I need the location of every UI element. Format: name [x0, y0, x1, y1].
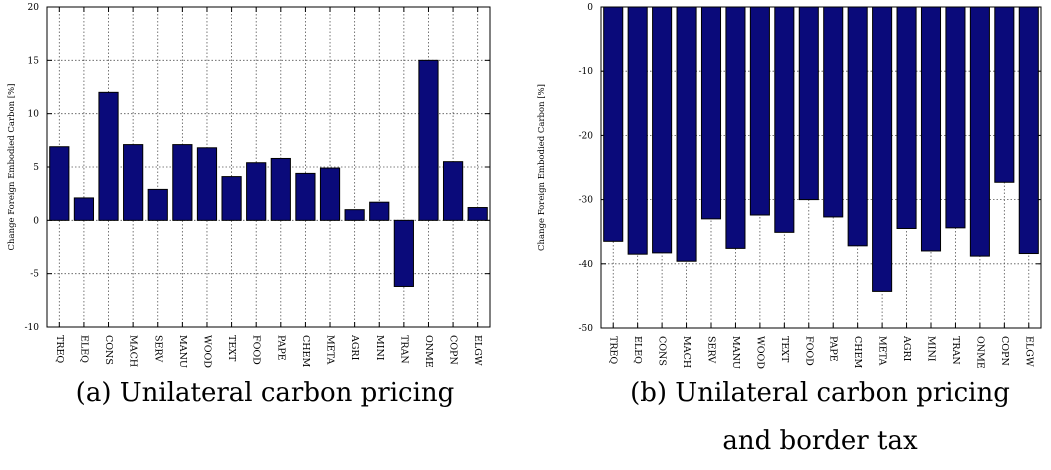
- y-tick-label: -50: [579, 324, 594, 334]
- bar-mach: [676, 6, 697, 262]
- x-tick-label: MACH: [128, 335, 139, 367]
- y-tick-label: 15: [28, 56, 40, 66]
- x-tick-label: ELEQ: [78, 335, 89, 363]
- chart-b: -50 -40 -30 -20 -10 0 TREQ ELEQ CONS MACH SERV MANU…: [537, 3, 1042, 369]
- x-tick-label: META: [877, 336, 888, 365]
- bar-eleq: [73, 197, 95, 221]
- x-tick-label: ELGW: [1023, 336, 1034, 367]
- caption-a-line-1: (a) Unilateral carbon pricing: [75, 378, 455, 408]
- bar-pape: [270, 157, 291, 221]
- x-tick-label: SERV: [706, 336, 717, 363]
- bar-cons: [98, 91, 119, 221]
- x-tick-label: MACH: [681, 336, 692, 368]
- bar-onme: [418, 59, 439, 221]
- y-tick-label: -30: [579, 196, 594, 206]
- x-tick-label: TRAN: [950, 336, 961, 365]
- x-tick-label: MINI: [926, 336, 937, 362]
- x-tick-label: ONME: [974, 336, 985, 369]
- bar-treq: [49, 146, 70, 221]
- plot-frame: [600, 6, 1042, 329]
- y-tick-label: -10: [25, 323, 40, 333]
- y-tick-label: 0: [33, 216, 39, 226]
- bar-copn: [994, 6, 1015, 183]
- y-tick-label: -10: [579, 67, 594, 77]
- y-axis-label: Change Foreign Embodied Carbon [%]: [7, 84, 17, 251]
- y-tick-label: -5: [30, 270, 39, 280]
- y-tick-label: 5: [33, 163, 39, 173]
- x-tick-label: WOOD: [201, 335, 212, 368]
- caption-b-line-1: (b) Unilateral carbon pricing: [630, 378, 1010, 408]
- bar-mach: [123, 144, 144, 221]
- x-tick-label: COPN: [999, 336, 1010, 366]
- bar-food: [246, 162, 267, 221]
- bar-tran: [393, 219, 414, 287]
- x-tick-label: ELEQ: [632, 336, 643, 364]
- bar-tran: [945, 6, 966, 229]
- bar-food: [798, 6, 819, 201]
- x-tick-label: MANU: [177, 335, 188, 368]
- x-tick-label: SERV: [152, 335, 163, 362]
- bar-text: [774, 6, 795, 233]
- x-tick-label: FOOD: [251, 335, 262, 365]
- x-tick-label: WOOD: [754, 336, 765, 369]
- y-tick-label: 10: [28, 110, 40, 120]
- x-tick-label: FOOD: [803, 336, 814, 366]
- x-tick-label: TRAN: [398, 335, 409, 364]
- caption-b: (b) Unilateral carbon pricing and border…: [590, 380, 1050, 454]
- bar-onme: [969, 6, 990, 257]
- x-tick-label: META: [325, 335, 336, 364]
- bar-serv: [147, 188, 168, 221]
- bar-manu: [172, 144, 193, 221]
- x-tick-label: TREQ: [54, 335, 65, 363]
- caption-a: (a) Unilateral carbon pricing: [30, 380, 500, 406]
- y-axis-label: Change Foreign Embodied Carbon [%]: [537, 84, 547, 251]
- x-tick-label: ONME: [423, 335, 434, 368]
- bar-pape: [823, 6, 844, 218]
- bar-meta: [319, 167, 341, 221]
- x-tick-label: CHEM: [300, 335, 311, 367]
- y-tick-label: 0: [587, 3, 593, 13]
- bar-elgw: [467, 207, 488, 221]
- x-tick-label: TREQ: [608, 336, 619, 364]
- bar-copn: [442, 161, 464, 221]
- bar-text: [221, 176, 242, 221]
- x-tick-label: TEXT: [779, 336, 790, 363]
- panel-a: -10 -5 0 5 10 15 20 TREQ ELEQ CONS MACH SERV MANU WOO…: [0, 0, 520, 372]
- x-tick-label: COPN: [448, 335, 459, 365]
- x-tick-label: CONS: [657, 336, 668, 366]
- x-tick-label: ELGW: [472, 335, 483, 366]
- bar-wood: [749, 6, 770, 216]
- bar-serv: [700, 6, 722, 220]
- bar-chem: [847, 6, 868, 247]
- bar-eleq: [627, 6, 648, 255]
- chart-a: -10 -5 0 5 10 15 20 TREQ ELEQ CONS MACH SERV MANU WOO…: [7, 3, 491, 368]
- y-tick-label: -40: [579, 260, 594, 270]
- x-tick-label: MINI: [374, 335, 385, 361]
- bar-mini: [369, 201, 390, 221]
- x-tick-label: MANU: [730, 336, 741, 369]
- x-tick-label: CHEM: [852, 336, 863, 368]
- x-tick-label: AGRI: [349, 334, 360, 361]
- bar-agri: [896, 6, 917, 229]
- x-tick-label: PAPE: [828, 336, 839, 362]
- bar-cons: [652, 6, 673, 254]
- bar-mini: [920, 6, 942, 252]
- caption-b-line-2: and border tax: [722, 426, 918, 456]
- x-tick-label: TEXT: [226, 335, 237, 362]
- bar-treq: [603, 6, 624, 242]
- x-tick-label: PAPE: [275, 335, 286, 361]
- bar-manu: [725, 6, 746, 249]
- panel-b: -50 -40 -30 -20 -10 0 TREQ ELEQ CONS MACH SERV MANU…: [530, 0, 1051, 372]
- bar-elgw: [1018, 6, 1039, 255]
- x-tick-label: AGRI: [901, 335, 912, 362]
- bar-chem: [295, 172, 316, 221]
- x-tick-label: CONS: [103, 335, 114, 365]
- y-tick-label: 20: [28, 3, 40, 13]
- bar-meta: [872, 6, 893, 292]
- bar-wood: [196, 147, 218, 221]
- plot-frame: [46, 6, 491, 328]
- bar-agri: [344, 209, 365, 221]
- y-tick-label: -20: [579, 131, 594, 141]
